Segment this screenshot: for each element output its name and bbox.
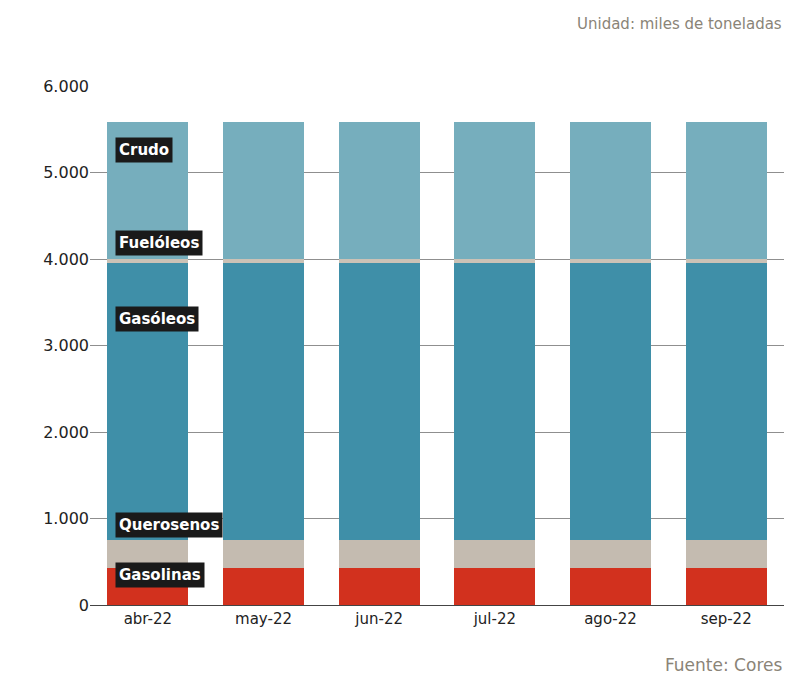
- svg-text:jun-22: jun-22: [354, 610, 403, 628]
- svg-text:sep-22: sep-22: [701, 610, 752, 628]
- svg-text:Unidad: miles de toneladas: Unidad: miles de toneladas: [577, 15, 782, 33]
- svg-text:0: 0: [79, 596, 89, 615]
- svg-text:jul-22: jul-22: [473, 610, 516, 628]
- svg-text:Fuelóleos: Fuelóleos: [119, 234, 199, 252]
- svg-text:4.000: 4.000: [43, 250, 89, 269]
- svg-text:Fuente: Cores: Fuente: Cores: [665, 655, 782, 675]
- svg-text:2.000: 2.000: [43, 423, 89, 442]
- svg-text:6.000: 6.000: [43, 77, 89, 96]
- svg-text:3.000: 3.000: [43, 336, 89, 355]
- svg-text:abr-22: abr-22: [124, 610, 172, 628]
- svg-text:ago-22: ago-22: [584, 610, 637, 628]
- svg-text:Querosenos: Querosenos: [119, 516, 219, 534]
- svg-text:may-22: may-22: [235, 610, 292, 628]
- svg-text:5.000: 5.000: [43, 163, 89, 182]
- svg-text:Gasolinas: Gasolinas: [119, 566, 201, 584]
- svg-text:Gasóleos: Gasóleos: [119, 310, 195, 328]
- svg-text:Crudo: Crudo: [119, 141, 169, 159]
- svg-text:1.000: 1.000: [43, 509, 89, 528]
